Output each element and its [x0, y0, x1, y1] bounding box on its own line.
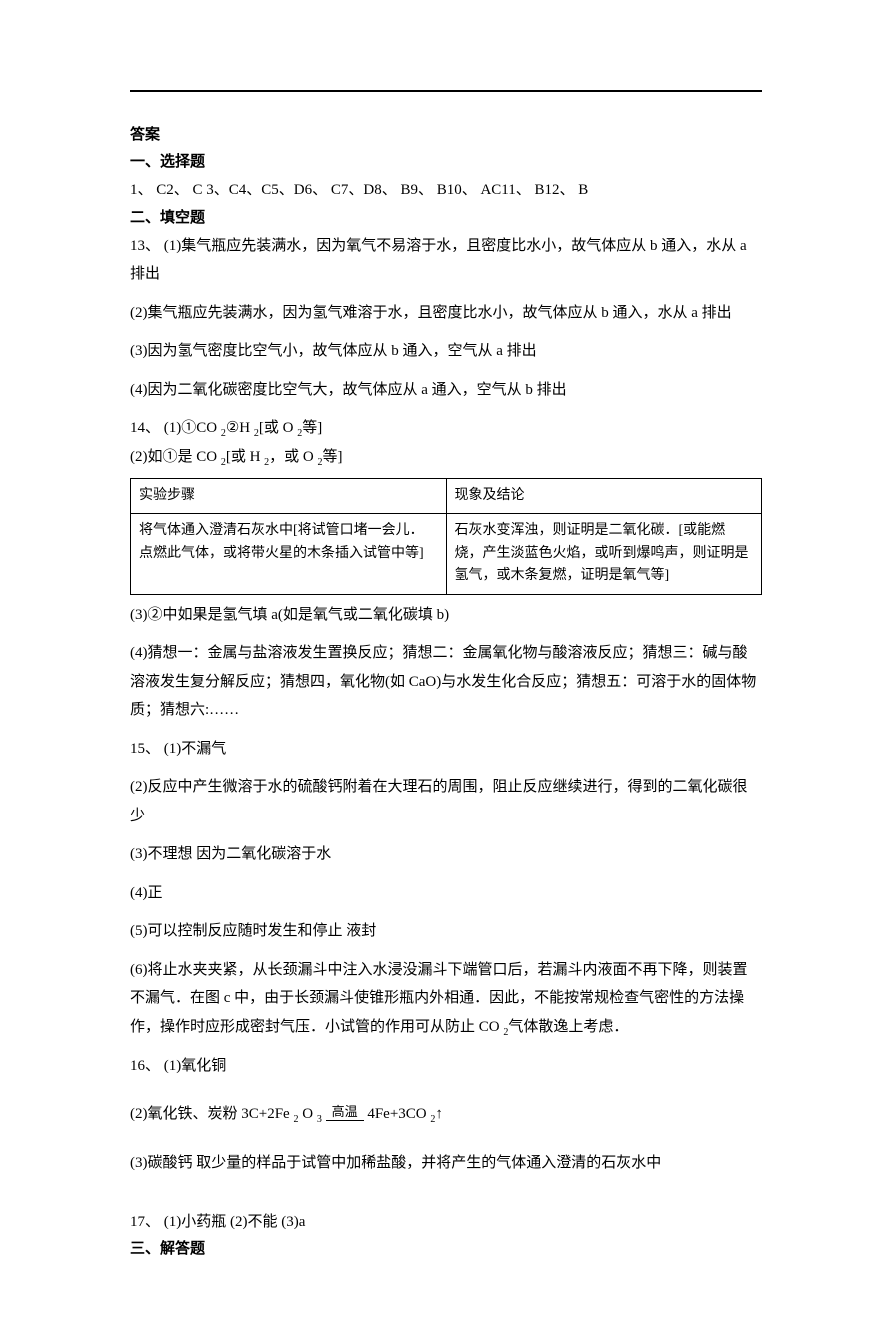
q14-p2a: (2)如①是 CO: [130, 449, 221, 465]
q16-p3: (3)碳酸钙 取少量的样品于试管中加稀盐酸，并将产生的气体通入澄清的石灰水中: [130, 1149, 762, 1178]
q14-p2b: [或 H: [226, 449, 264, 465]
table-row: 实验步骤 现象及结论: [131, 479, 762, 514]
q13-p2: (2)集气瓶应先装满水，因为氢气难溶于水，且密度比水小，故气体应从 b 通入，水…: [130, 299, 762, 328]
q16-p2a: (2)氧化铁、炭粉 3C+2Fe: [130, 1106, 293, 1122]
q16-p1-text: (1)氧化铜: [164, 1058, 227, 1074]
answer-heading: 答案: [130, 122, 762, 149]
spacer: [130, 1090, 762, 1100]
q15-p4: (4)正: [130, 879, 762, 908]
q13-prefix: 13、: [130, 238, 164, 254]
spacer: [130, 725, 762, 735]
q15-prefix: 15、: [130, 741, 164, 757]
q16-p2d: 4Fe+3CO: [364, 1106, 431, 1122]
q14-p1b: ②H: [226, 420, 254, 436]
q15-p2: (2)反应中产生微溶于水的硫酸钙附着在大理石的周围，阻止反应继续进行，得到的二氧…: [130, 773, 762, 830]
spacer: [130, 404, 762, 414]
q13-p1: 13、 (1)集气瓶应先装满水，因为氧气不易溶于水，且密度比水小，故气体应从 b…: [130, 232, 762, 289]
spacer: [130, 1178, 762, 1188]
q14-prefix: 14、: [130, 420, 164, 436]
q13-p3: (3)因为氢气密度比空气小，故气体应从 b 通入，空气从 a 排出: [130, 337, 762, 366]
q15-p6: (6)将止水夹夹紧，从长颈漏斗中注入水浸没漏斗下端管口后，若漏斗内液面不再下降，…: [130, 956, 762, 1042]
q17: 17、 (1)小药瓶 (2)不能 (3)a: [130, 1208, 762, 1237]
q14-p2c: ，或 O: [269, 449, 317, 465]
table-cell-1: 将气体通入澄清石灰水中[将试管口堵一会儿．点燃此气体，或将带火星的木条插入试管中…: [131, 514, 447, 594]
table-header-1: 实验步骤: [131, 479, 447, 514]
table-cell-2: 石灰水变浑浊，则证明是二氧化碳．[或能燃烧，产生淡蓝色火焰，或听到爆鸣声，则证明…: [446, 514, 762, 594]
q15-p5: (5)可以控制反应随时发生和停止 液封: [130, 917, 762, 946]
spacer: [130, 1042, 762, 1052]
spacer: [130, 830, 762, 840]
q14-p1: 14、 (1)①CO 2②H 2[或 O 2等]: [130, 414, 762, 443]
q16-prefix: 16、: [130, 1058, 164, 1074]
spacer: [130, 1198, 762, 1208]
q17-prefix: 17、: [130, 1214, 164, 1230]
q14-p4: (4)猜想一：金属与盐溶液发生置换反应；猜想二：金属氧化物与酸溶液反应；猜想三：…: [130, 639, 762, 725]
spacer: [130, 1139, 762, 1149]
q13-p4: (4)因为二氧化碳密度比空气大，故气体应从 a 通入，空气从 b 排出: [130, 376, 762, 405]
gas-arrow-icon: ↑: [435, 1106, 443, 1122]
spacer: [130, 1080, 762, 1090]
q14-p1c: [或 O: [259, 420, 297, 436]
spacer: [130, 327, 762, 337]
q15-p1-text: (1)不漏气: [164, 741, 227, 757]
spacer: [130, 1188, 762, 1198]
q14-p2: (2)如①是 CO 2[或 H 2，或 O 2等]: [130, 443, 762, 472]
q15-p1: 15、 (1)不漏气: [130, 735, 762, 764]
table-header-2: 现象及结论: [446, 479, 762, 514]
spacer: [130, 629, 762, 639]
spacer: [130, 869, 762, 879]
reaction-condition: 高温: [326, 1104, 364, 1121]
q14-p1a: (1)①CO: [164, 420, 221, 436]
section-1-heading: 一、选择题: [130, 149, 762, 176]
spacer: [130, 366, 762, 376]
q15-p6a: (6)将止水夹夹紧，从长颈漏斗中注入水浸没漏斗下端管口后，若漏斗内液面不再下降，…: [130, 962, 748, 1035]
section-2-heading: 二、填空题: [130, 205, 762, 232]
q15-p6b: 气体散逸上考虑．: [508, 1019, 628, 1035]
q14-p3: (3)②中如果是氢气填 a(如是氧气或二氧化碳填 b): [130, 601, 762, 630]
table-row: 将气体通入澄清石灰水中[将试管口堵一会儿．点燃此气体，或将带火星的木条插入试管中…: [131, 514, 762, 594]
q14-p2d: 等]: [323, 449, 343, 465]
q15-p3: (3)不理想 因为二氧化碳溶于水: [130, 840, 762, 869]
q16-p1: 16、 (1)氧化铜: [130, 1052, 762, 1081]
q16-p2b: O: [298, 1106, 316, 1122]
q13-p1-text: (1)集气瓶应先装满水，因为氧气不易溶于水，且密度比水小，故气体应从 b 通入，…: [130, 238, 747, 283]
spacer: [130, 946, 762, 956]
top-rule: [130, 90, 762, 92]
experiment-table: 实验步骤 现象及结论 将气体通入澄清石灰水中[将试管口堵一会儿．点燃此气体，或将…: [130, 478, 762, 595]
mc-answers-line: 1、 C2、 C 3、C4、C5、D6、 C7、D8、 B9、 B10、 AC1…: [130, 176, 762, 205]
spacer: [130, 763, 762, 773]
section-3-heading: 三、解答题: [130, 1236, 762, 1263]
spacer: [130, 907, 762, 917]
spacer: [130, 289, 762, 299]
page-container: 答案 一、选择题 1、 C2、 C 3、C4、C5、D6、 C7、D8、 B9、…: [0, 0, 892, 1323]
spacer: [130, 1129, 762, 1139]
q14-p1d: 等]: [302, 420, 322, 436]
q17-content: (1)小药瓶 (2)不能 (3)a: [164, 1214, 306, 1230]
q16-p2: (2)氧化铁、炭粉 3C+2Fe 2 O 3 高温 4Fe+3CO 2↑: [130, 1100, 762, 1129]
